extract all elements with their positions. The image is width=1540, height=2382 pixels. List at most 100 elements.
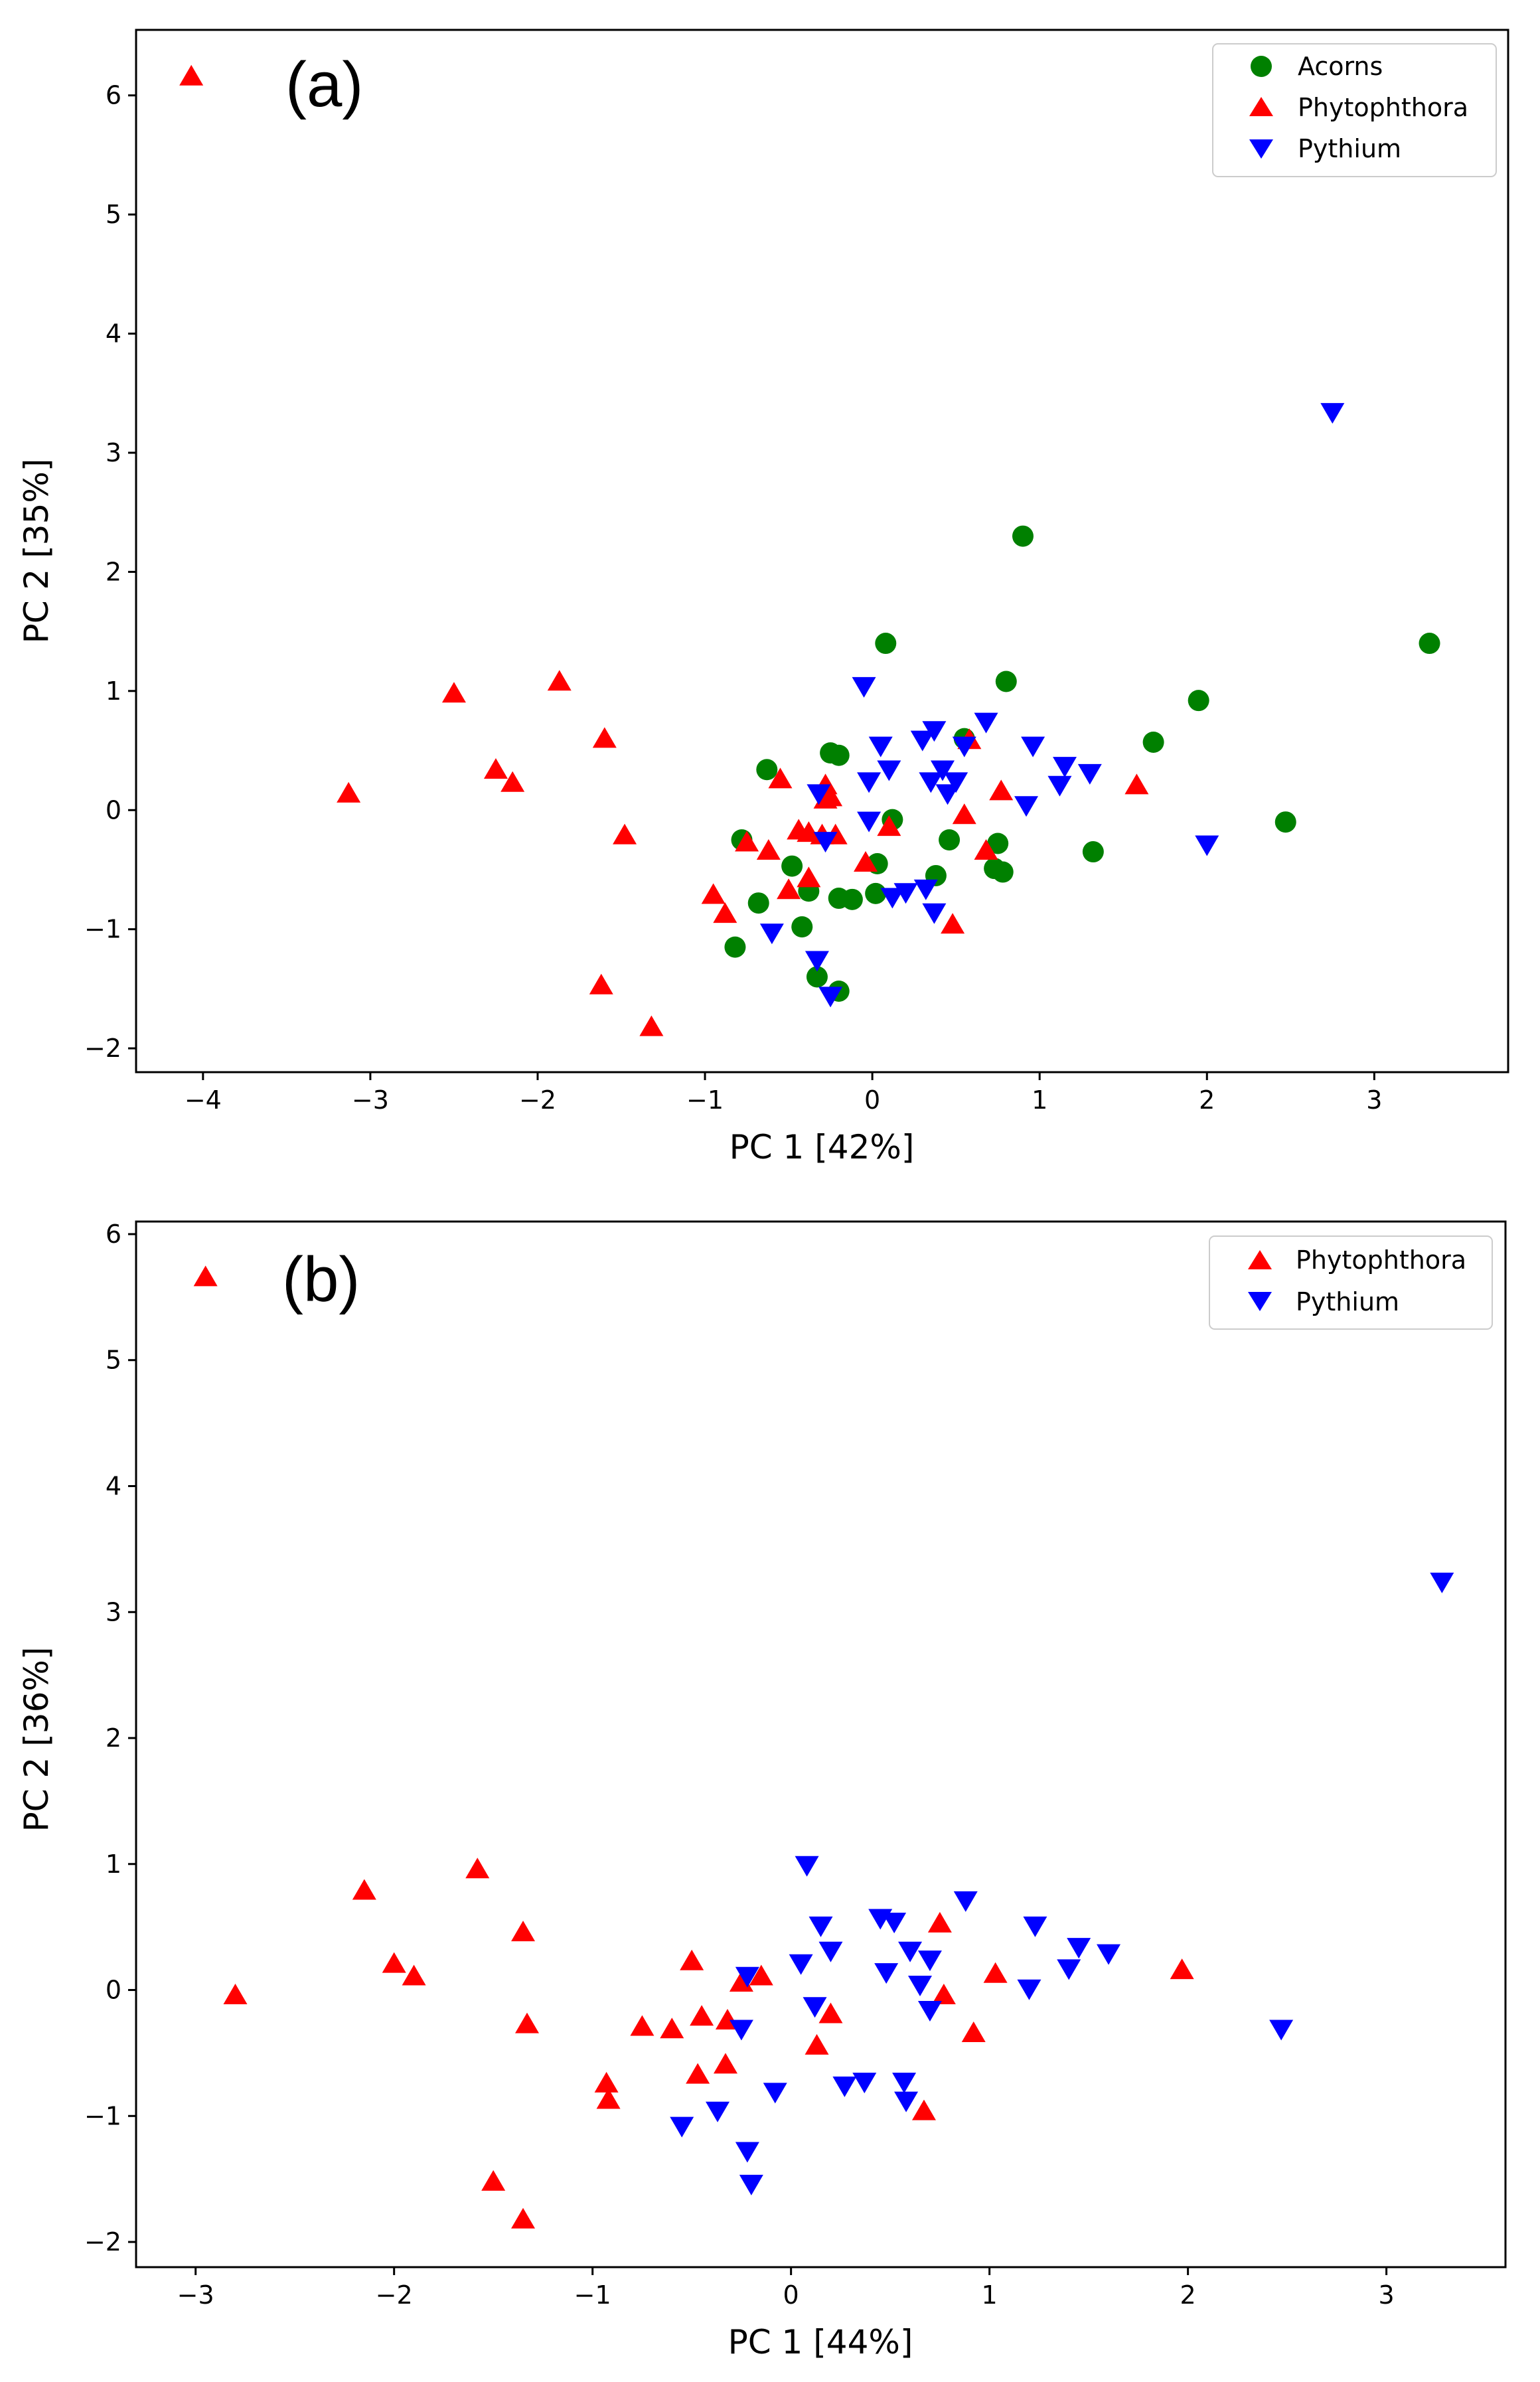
data-point-pythium — [910, 730, 935, 752]
data-point-pythium — [930, 760, 955, 781]
data-point-pythium — [803, 1997, 827, 2018]
data-point-pythium — [1057, 1959, 1081, 1980]
data-point-phytophthora — [983, 1962, 1008, 1983]
data-point-pythium — [917, 2000, 942, 2022]
data-point-pythium — [1430, 1572, 1454, 1593]
data-point-acorns — [1274, 811, 1296, 833]
data-point-phytophthora — [927, 1911, 952, 1933]
data-point-pythium — [1023, 1916, 1047, 1937]
data-point-pythium — [706, 2101, 730, 2122]
plot-area-frame — [135, 1220, 1507, 2268]
y-tick-label: 3 — [106, 1597, 121, 1627]
y-tick-label: 0 — [106, 1976, 121, 2005]
data-point-phytophthora — [713, 2053, 737, 2074]
data-point-pythium — [805, 951, 829, 972]
y-tick-label: 0 — [106, 795, 121, 825]
data-point-pythium — [670, 2116, 694, 2138]
data-point-phytophthora — [1124, 773, 1149, 795]
y-tick-label: 3 — [106, 438, 121, 467]
panel-label: (b) — [282, 1244, 360, 1315]
data-point-acorns — [1188, 690, 1209, 712]
data-point-acorns — [875, 633, 897, 655]
data-point-pythium — [818, 987, 843, 1008]
data-point-pythium — [952, 736, 976, 757]
data-point-pythium — [922, 903, 947, 924]
data-point-acorns — [939, 829, 961, 851]
data-point-acorns — [747, 892, 769, 914]
data-point-acorns — [865, 882, 887, 904]
y-axis-label: PC 2 [35%] — [17, 459, 56, 644]
x-tick-label: 0 — [783, 2280, 799, 2310]
scatter-panel-a: −4 −3 −2 −1 0 1 2 3 −2 −1 0 1 2 3 4 5 6 PC 1 [42%] PC 2 … — [17, 29, 1509, 1166]
data-point-pythium — [877, 760, 901, 781]
data-point-pythium — [857, 811, 882, 833]
legend-marker-pythium — [1249, 139, 1273, 159]
y-tick-label: 2 — [106, 557, 121, 586]
x-tick-label: 1 — [1032, 1085, 1047, 1115]
data-point-phytophthora — [877, 815, 901, 836]
y-tick-label: 1 — [106, 676, 121, 706]
y-tick-label: −2 — [84, 1034, 121, 1063]
x-tick-label: 0 — [864, 1085, 880, 1115]
data-point-phytophthora — [639, 1015, 664, 1036]
data-point-phytophthora — [961, 2021, 986, 2042]
data-point-phytophthora — [511, 2207, 536, 2229]
x-tick-label: 1 — [982, 2280, 998, 2310]
data-point-acorns — [995, 671, 1017, 692]
y-tick-label: −2 — [84, 2227, 121, 2257]
x-tick-label: −3 — [352, 1085, 389, 1115]
data-point-phytophthora — [352, 1879, 376, 1900]
data-point-phytophthora — [592, 727, 617, 748]
data-point-pythium — [892, 2073, 917, 2094]
axis-ticks: −4 −3 −2 −1 0 1 2 3 −2 −1 0 1 2 3 4 5 6 — [84, 81, 1382, 1115]
data-point-phytophthora — [501, 771, 525, 792]
data-point-pythium — [857, 772, 882, 793]
data-point-phytophthora — [589, 973, 613, 994]
data-point-phytophthora — [596, 2088, 621, 2109]
data-point-pythium — [729, 2020, 753, 2041]
data-point-acorns — [1012, 525, 1034, 547]
data-point-phytophthora — [441, 682, 466, 703]
data-point-pythium — [868, 736, 893, 757]
data-point-pythium — [852, 676, 876, 698]
data-point-phytophthora — [193, 1265, 218, 1287]
data-point-pythium — [1017, 1979, 1041, 2000]
data-point-phytophthora — [337, 781, 361, 803]
x-tick-label: 2 — [1180, 2280, 1196, 2310]
data-point-pythium — [894, 2091, 919, 2112]
data-point-phytophthora — [735, 831, 759, 852]
legend-box — [1209, 1235, 1493, 1330]
data-point-pythium — [1047, 775, 1072, 797]
y-tick-label: −1 — [84, 915, 121, 944]
legend-box — [1212, 43, 1497, 177]
data-point-phytophthora — [382, 1952, 406, 1973]
data-point-phytophthora — [1170, 1958, 1194, 1980]
data-point-acorns — [1419, 633, 1440, 655]
x-axis-label: PC 1 [42%] — [730, 1128, 915, 1166]
data-point-phytophthora — [483, 758, 508, 779]
y-tick-label: 5 — [106, 1346, 121, 1375]
x-tick-label: −1 — [574, 2280, 611, 2310]
data-point-phytophthora — [756, 839, 781, 860]
data-point-pythium — [739, 2174, 763, 2195]
data-point-pythium — [913, 879, 938, 900]
data-point-acorns — [841, 888, 863, 910]
data-point-phytophthora — [547, 670, 572, 691]
data-point-pythium — [1269, 2020, 1294, 2041]
data-point-pythium — [907, 1976, 932, 1997]
data-point-pythium — [832, 2076, 857, 2097]
data-point-pythium — [882, 1913, 907, 1934]
data-point-phytophthora — [701, 883, 726, 904]
data-point-pythium — [1320, 403, 1345, 424]
y-tick-label: 4 — [106, 319, 121, 349]
y-tick-label: −1 — [84, 2101, 121, 2130]
data-point-acorns — [781, 855, 803, 877]
data-point-acorns — [828, 744, 850, 766]
data-point-phytophthora — [402, 1964, 426, 1986]
data-point-phytophthora — [686, 2063, 710, 2084]
data-point-pythium — [809, 1916, 833, 1937]
data-point-acorns — [806, 966, 828, 988]
data-point-phytophthora — [777, 878, 801, 900]
data-point-phytophthora — [854, 851, 878, 872]
